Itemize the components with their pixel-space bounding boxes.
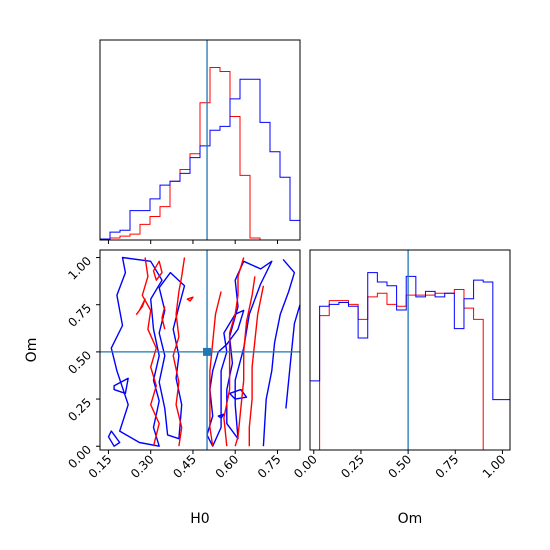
contour-red-15 bbox=[186, 296, 194, 302]
contour-blue-1 bbox=[158, 271, 186, 440]
om-y-axis-label: Om bbox=[24, 338, 40, 363]
h0-axis-ticks: 0.15 0.30 0.45 0.60 0.75 bbox=[86, 450, 284, 481]
contour-lines bbox=[107, 256, 301, 447]
h0-tick-label: 0.60 bbox=[213, 452, 242, 481]
h0-histogram-blue-steps bbox=[99, 78, 301, 240]
contour-blue-2 bbox=[113, 377, 129, 395]
contour-red-19 bbox=[209, 291, 222, 447]
contour-red-18 bbox=[248, 285, 265, 447]
contour-blue-8 bbox=[228, 388, 248, 400]
h0-tick-label: 0.30 bbox=[128, 452, 157, 481]
h0-histogram-frame bbox=[99, 39, 301, 241]
om-histogram-frame bbox=[309, 249, 511, 451]
h0-histogram-panel bbox=[99, 39, 301, 244]
om-hist-tick-label: 1.00 bbox=[480, 452, 509, 481]
om-tick-label: 0.75 bbox=[65, 301, 94, 330]
contour-blue-5 bbox=[206, 309, 245, 447]
joint-contour-frame bbox=[99, 249, 301, 451]
contour-blue-4 bbox=[226, 260, 273, 440]
contour-blue-7 bbox=[285, 304, 301, 409]
om-histogram-red bbox=[310, 288, 510, 451]
om-hist-tick-label: 0.50 bbox=[385, 452, 414, 481]
contour-blue-0 bbox=[110, 256, 163, 447]
h0-histogram-blue bbox=[99, 78, 301, 240]
om-axis-label: Om bbox=[398, 511, 423, 527]
h0-tick-label: 0.45 bbox=[170, 452, 199, 481]
om-histogram-panel: 0.00 0.25 0.50 0.75 1.00 bbox=[291, 249, 511, 481]
contour-red-10 bbox=[172, 257, 186, 447]
contour-blue-3 bbox=[107, 430, 121, 447]
contour-red-13 bbox=[152, 260, 163, 281]
om-histogram-red-steps bbox=[310, 288, 510, 451]
om-hist-tick-label: 0.25 bbox=[338, 452, 367, 481]
h0-histogram-ticks bbox=[107, 240, 278, 244]
contour-red-14 bbox=[161, 306, 166, 330]
contour-red-17 bbox=[234, 276, 256, 447]
contour-blue-9 bbox=[217, 413, 225, 419]
joint-contour-panel: 0.15 0.30 0.45 0.60 0.75 0.000.250.500.751.0… bbox=[65, 249, 301, 481]
om-hist-tick-label: 0.75 bbox=[433, 452, 462, 481]
om-tick-label: 0.50 bbox=[65, 348, 94, 377]
contour-red-16 bbox=[223, 257, 245, 447]
om-histogram-blue-steps bbox=[309, 272, 511, 450]
om-hist-tick-label: 0.00 bbox=[291, 452, 320, 481]
contour-blue-6 bbox=[262, 258, 296, 447]
om-histogram-blue bbox=[309, 272, 511, 450]
om-tick-label: 0.25 bbox=[65, 395, 94, 424]
h0-tick-label: 0.75 bbox=[255, 452, 284, 481]
om-histogram-ticks: 0.00 0.25 0.50 0.75 1.00 bbox=[291, 450, 509, 481]
h0-tick-label: 0.15 bbox=[86, 452, 115, 481]
contour-red-11 bbox=[141, 257, 160, 447]
h0-axis-label: H0 bbox=[190, 511, 209, 527]
om-tick-label: 1.00 bbox=[65, 254, 94, 283]
truth-marker bbox=[203, 347, 212, 356]
om-axis-ticks: 0.000.250.500.751.00 bbox=[65, 254, 100, 471]
contour-red-12 bbox=[135, 298, 146, 315]
